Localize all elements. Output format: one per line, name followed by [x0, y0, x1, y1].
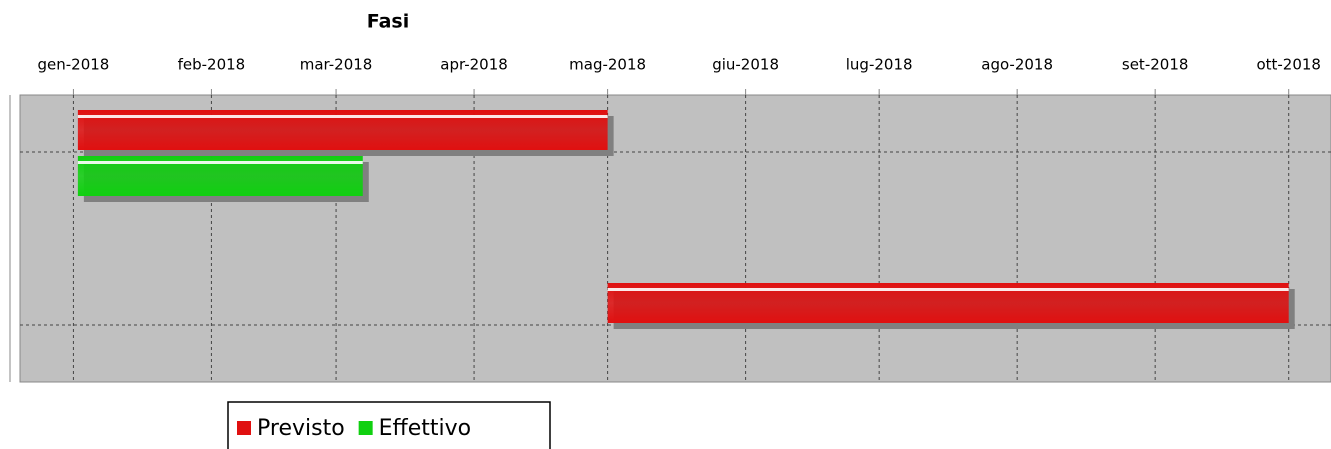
x-tick-label: mar-2018 [300, 56, 373, 74]
bar-highlight [607, 288, 1289, 291]
x-tick-label: gen-2018 [37, 56, 109, 74]
x-tick-label: ott-2018 [1256, 56, 1321, 74]
chart-title: Fasi [367, 11, 410, 33]
x-tick-label: ago-2018 [981, 56, 1053, 74]
legend [227, 401, 551, 449]
legend-swatch [237, 421, 251, 435]
x-tick-label: feb-2018 [178, 56, 246, 74]
legend-label: Previsto [257, 416, 345, 441]
x-tick-label: giu-2018 [712, 56, 779, 74]
x-tick-label: lug-2018 [846, 56, 913, 74]
bar-highlight [77, 161, 363, 164]
bar-highlight [77, 115, 608, 118]
x-tick-label: mag-2018 [569, 56, 646, 74]
legend-swatch [358, 421, 373, 435]
x-tick-label: set-2018 [1122, 56, 1189, 74]
legend-label: Effettivo [379, 416, 471, 441]
x-tick-label: apr-2018 [440, 56, 508, 74]
